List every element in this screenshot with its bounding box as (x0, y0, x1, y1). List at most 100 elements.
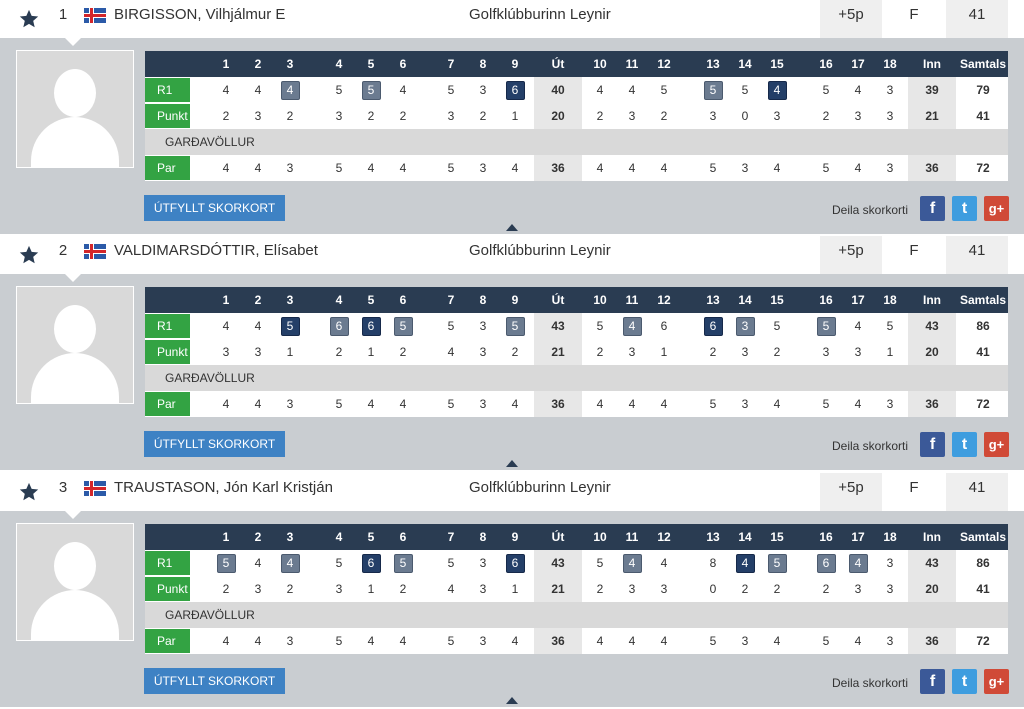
facebook-icon[interactable]: f (920, 432, 945, 457)
player-handicap: +5p (820, 0, 882, 38)
score-punkt: 1 (649, 339, 679, 365)
hole-number: 17 (851, 293, 865, 307)
hole-number: 15 (770, 530, 784, 544)
row-label-par: Par (145, 629, 190, 653)
score-punkt: 2 (585, 103, 615, 129)
score-punkt: 3 (649, 576, 679, 602)
star-icon[interactable] (18, 8, 40, 30)
score-value: 2 (596, 109, 604, 123)
score-value: 5 (822, 161, 830, 175)
player-name[interactable]: TRAUSTASON, Jón Karl Kristján (114, 479, 333, 496)
score-value: 4 (628, 634, 636, 648)
player-header-row[interactable]: 1 BIRGISSON, Vilhjálmur E Golfklúbburinn L… (0, 0, 1024, 38)
hole-number: 9 (511, 293, 519, 307)
score-value: 4 (854, 83, 862, 97)
score-value: 4 (447, 345, 455, 359)
score-r1: 5 (275, 313, 305, 339)
google-plus-icon[interactable]: g+ (984, 196, 1009, 221)
score-value: 4 (254, 397, 262, 411)
twitter-icon[interactable]: t (952, 669, 977, 694)
score-par: 4 (211, 391, 241, 417)
score-value: 4 (254, 634, 262, 648)
score-r1: 3 (875, 550, 905, 576)
google-plus-icon[interactable]: g+ (984, 432, 1009, 457)
score-r1: 5 (730, 77, 760, 103)
score-r1: 4 (211, 313, 241, 339)
collapse-caret-icon[interactable] (506, 224, 518, 231)
bogey-box: 4 (622, 554, 642, 573)
player-name[interactable]: BIRGISSON, Vilhjálmur E (114, 6, 286, 23)
score-punkt: 2 (275, 103, 305, 129)
star-icon[interactable] (18, 244, 40, 266)
row-label-text: R1 (157, 556, 173, 570)
score-r1: 6 (324, 313, 354, 339)
player-header-row[interactable]: 2 VALDIMARSDÓTTIR, Elísabet Golfklúbburinn… (0, 236, 1024, 274)
collapse-caret-icon[interactable] (506, 697, 518, 704)
star-icon[interactable] (18, 481, 40, 503)
avatar-shoulders (31, 117, 119, 167)
collapse-caret-icon[interactable] (506, 460, 518, 467)
bogey-box: 5 (361, 81, 381, 100)
course-name: GARÐAVÖLLUR (165, 608, 255, 622)
score-par: 4 (388, 155, 418, 181)
hole-number: 1 (222, 530, 230, 544)
full-scorecard-button[interactable]: ÚTFYLLT SKORKORT (144, 668, 285, 694)
scorecard-table: 1 2 3 4 5 6 7 8 9 Út 10 11 12 13 14 15 16 17 18 Inn Samtals R… (145, 524, 1008, 654)
scorecard-row-par: Par 4 4 3 5 4 4 5 3 4 36 4 4 4 5 3 4 5 4 3 36 72 (145, 155, 1008, 181)
player-header-row[interactable]: 3 TRAUSTASON, Jón Karl Kristján Golfklúbbu… (0, 473, 1024, 511)
score-r1: 3 (468, 550, 498, 576)
facebook-icon[interactable]: f (920, 196, 945, 221)
facebook-icon[interactable]: f (920, 669, 945, 694)
score-punkt: 3 (617, 103, 647, 129)
google-plus-icon[interactable]: g+ (984, 669, 1009, 694)
hole-number: 11 (625, 57, 639, 71)
player-points: 41 (946, 473, 1008, 511)
score-punkt: 3 (243, 103, 273, 129)
score-value: 2 (399, 345, 407, 359)
score-value: 3 (886, 83, 894, 97)
twitter-icon[interactable]: t (952, 432, 977, 457)
hole-number: 6 (399, 293, 407, 307)
score-punkt: 1 (875, 339, 905, 365)
score-value: 4 (222, 319, 230, 333)
iceland-flag-icon (84, 481, 106, 496)
double-bogey-box: 6 (361, 317, 381, 336)
score-r1: 6 (500, 77, 530, 103)
score-value: 4 (254, 319, 262, 333)
hole-number: 5 (367, 293, 375, 307)
bogey-box: 5 (703, 81, 723, 100)
row-label-text: Par (157, 634, 176, 648)
avatar (16, 523, 134, 641)
avatar-head (54, 542, 96, 590)
full-scorecard-button[interactable]: ÚTFYLLT SKORKORT (144, 431, 285, 457)
score-r1: 4 (275, 77, 305, 103)
score-par: 4 (762, 391, 792, 417)
score-value: 36 (925, 634, 939, 648)
score-value: 3 (628, 109, 636, 123)
score-par: 4 (649, 155, 679, 181)
bogey-box: 3 (735, 317, 755, 336)
twitter-icon[interactable]: t (952, 196, 977, 221)
score-value: 2 (822, 109, 830, 123)
bogey-box: 4 (848, 554, 868, 573)
hole-number: 13 (706, 293, 720, 307)
full-scorecard-button[interactable]: ÚTFYLLT SKORKORT (144, 195, 285, 221)
score-value: 3 (447, 109, 455, 123)
score-value: 4 (222, 634, 230, 648)
scorecard-row-r1: R1 4 4 5 6 6 5 5 3 5 43 5 4 6 6 3 5 5 4 5 43 86 (145, 313, 1008, 339)
score-value: 0 (741, 109, 749, 123)
score-value: 36 (551, 634, 565, 648)
score-punkt: 3 (211, 339, 241, 365)
bogey-box: 6 (329, 317, 349, 336)
score-r1: 4 (843, 313, 873, 339)
avatar (16, 50, 134, 168)
player-name[interactable]: VALDIMARSDÓTTIR, Elísabet (114, 242, 318, 259)
hole-number: Inn (923, 293, 941, 307)
score-punkt: 2 (388, 576, 418, 602)
row-label-punkt: Punkt (145, 104, 190, 128)
hole-number: 12 (657, 293, 671, 307)
score-punkt: 2 (585, 576, 615, 602)
score-value: 2 (286, 109, 294, 123)
double-bogey-box: 6 (361, 554, 381, 573)
score-r1: 5 (324, 550, 354, 576)
